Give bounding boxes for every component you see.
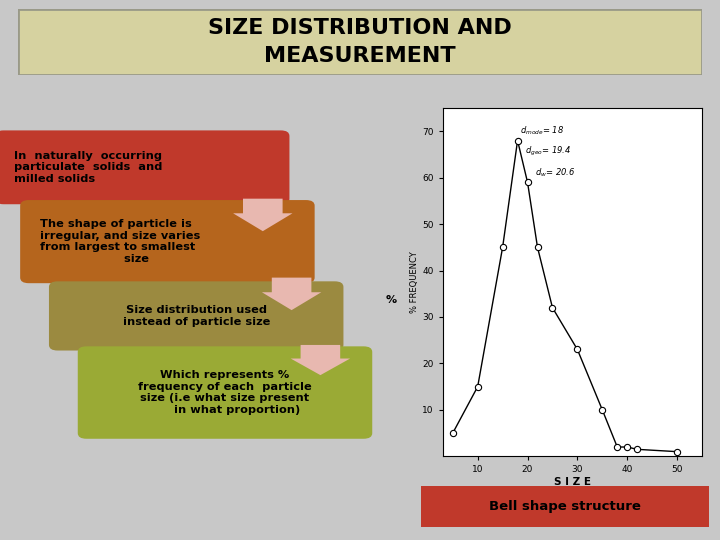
Text: Size distribution used
instead of particle size: Size distribution used instead of partic… <box>122 305 270 327</box>
FancyBboxPatch shape <box>49 281 343 350</box>
Text: Which represents %
frequency of each  particle
size (i.e what size present
     : Which represents % frequency of each par… <box>138 370 312 415</box>
Polygon shape <box>291 345 350 375</box>
Text: MEASUREMENT: MEASUREMENT <box>264 46 456 66</box>
Text: $d_{mode}$= 18: $d_{mode}$= 18 <box>520 124 564 137</box>
Y-axis label: % FREQUENCY: % FREQUENCY <box>410 251 420 313</box>
FancyBboxPatch shape <box>407 484 720 529</box>
FancyBboxPatch shape <box>18 9 702 75</box>
Polygon shape <box>262 278 321 310</box>
X-axis label: S I Z E: S I Z E <box>554 477 591 487</box>
Text: Bell shape structure: Bell shape structure <box>490 500 641 513</box>
FancyBboxPatch shape <box>0 130 289 204</box>
Text: SIZE DISTRIBUTION AND: SIZE DISTRIBUTION AND <box>208 18 512 38</box>
Text: $d_{geo}$= 19.4: $d_{geo}$= 19.4 <box>525 145 571 158</box>
Polygon shape <box>233 199 292 231</box>
Text: In  naturally  occurring
particulate  solids  and
milled solids: In naturally occurring particulate solid… <box>14 151 163 184</box>
Text: $d_{w}$= 20.6: $d_{w}$= 20.6 <box>535 166 575 179</box>
Text: %: % <box>386 294 397 305</box>
Text: The shape of particle is
irregular, and size varies
from largest to smallest
   : The shape of particle is irregular, and … <box>40 219 200 264</box>
FancyBboxPatch shape <box>78 346 372 439</box>
FancyBboxPatch shape <box>20 200 315 283</box>
